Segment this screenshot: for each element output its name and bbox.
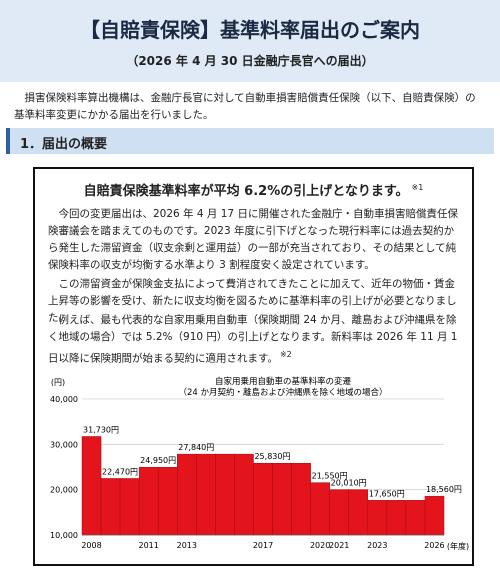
box-heading-text: 自賠責保険基準料率が平均 6.2%の引上げとなります。 bbox=[83, 184, 409, 199]
value-label: 27,840円 bbox=[178, 443, 214, 452]
value-label: 17,650円 bbox=[369, 489, 405, 498]
y-axis-label: (円) bbox=[51, 378, 65, 387]
x-tick-label: 2023 bbox=[367, 541, 387, 550]
x-tick-label: 2008 bbox=[81, 541, 101, 550]
x-tick-label: 2011 bbox=[139, 541, 159, 550]
value-label: 31,730円 bbox=[83, 425, 119, 434]
value-label: 22,470円 bbox=[102, 467, 138, 476]
x-tick-label: 2013 bbox=[177, 541, 197, 550]
title-banner bbox=[0, 0, 500, 82]
bar bbox=[253, 462, 273, 536]
paragraph-text: 例えば、最も代表的な自家用乗用自動車（保険期間 24 か月、離島および沖縄県を除… bbox=[48, 314, 458, 365]
bar bbox=[291, 462, 311, 536]
y-tick-label: 20,000 bbox=[50, 486, 78, 495]
y-tick-label: 40,000 bbox=[50, 395, 78, 404]
bar bbox=[138, 466, 159, 536]
value-label: 20,010円 bbox=[331, 479, 367, 488]
bar bbox=[348, 489, 369, 536]
y-tick-label: 30,000 bbox=[50, 440, 78, 449]
bar bbox=[215, 453, 235, 536]
bar bbox=[424, 495, 445, 536]
x-axis-label: (年度) bbox=[447, 541, 469, 551]
title: 【自賠責保険】基準料率届出のご案内 bbox=[80, 18, 420, 42]
box-heading: 自賠責保険基準料率が平均 6.2%の引上げとなります。 ※1 bbox=[33, 180, 474, 199]
paragraph: この滞留資金が保険金支払によって費消されてきたことに加えて、近年の物価・賃金上昇… bbox=[48, 278, 457, 324]
value-label: 25,830円 bbox=[254, 452, 290, 461]
x-tick-label: 2021 bbox=[329, 541, 349, 550]
bar bbox=[367, 500, 388, 536]
chart-subtitle: （24 か月契約・離島および沖縄県を除く地域の場合） bbox=[178, 387, 387, 398]
bar bbox=[310, 482, 330, 536]
summary-box bbox=[33, 167, 474, 566]
bar bbox=[405, 500, 426, 536]
x-tick-label: 2017 bbox=[253, 541, 273, 550]
bar bbox=[196, 453, 216, 536]
bar bbox=[177, 453, 197, 536]
section-heading: 1．届出の概要 bbox=[20, 137, 108, 152]
y-tick-label: 10,000 bbox=[50, 531, 78, 540]
bar bbox=[234, 453, 254, 536]
bar bbox=[329, 489, 349, 536]
intro: 損害保険料率算出機構は、金融庁長官に対して自動車損害賠償責任保険（以下、自賠責保… bbox=[14, 92, 476, 121]
note-mark: ※1 bbox=[411, 182, 424, 192]
value-label: 21,550円 bbox=[312, 472, 348, 481]
x-tick-label: 2020 bbox=[310, 541, 330, 550]
chart-title: 自家用乗用自動車の基準料率の変遷 bbox=[215, 376, 352, 387]
subtitle: （2026 年 4 月 30 日金融庁長官への届出） bbox=[126, 54, 374, 68]
value-label: 24,950円 bbox=[140, 456, 176, 465]
bar bbox=[157, 466, 178, 536]
value-label: 18,560円 bbox=[426, 485, 462, 494]
note-mark: ※2 bbox=[279, 350, 292, 359]
bar bbox=[81, 436, 102, 536]
paragraph: 例えば、最も代表的な自家用乗用自動車（保険期間 24 か月、離島および沖縄県を除… bbox=[48, 312, 464, 368]
bar bbox=[272, 462, 292, 536]
bar bbox=[119, 478, 140, 536]
section-heading-bar: 1．届出の概要 bbox=[6, 128, 494, 154]
bar bbox=[100, 478, 121, 536]
paragraph: 今回の変更届出は、2026 年 4 月 17 日に開催された金融庁・自動車損害賠… bbox=[48, 208, 458, 271]
bar bbox=[386, 500, 407, 536]
x-tick-label: 2026 bbox=[424, 541, 444, 550]
chart: 自家用乗用自動車の基準料率の変遷 （24 か月契約・離島および沖縄県を除く地域の… bbox=[50, 376, 469, 551]
